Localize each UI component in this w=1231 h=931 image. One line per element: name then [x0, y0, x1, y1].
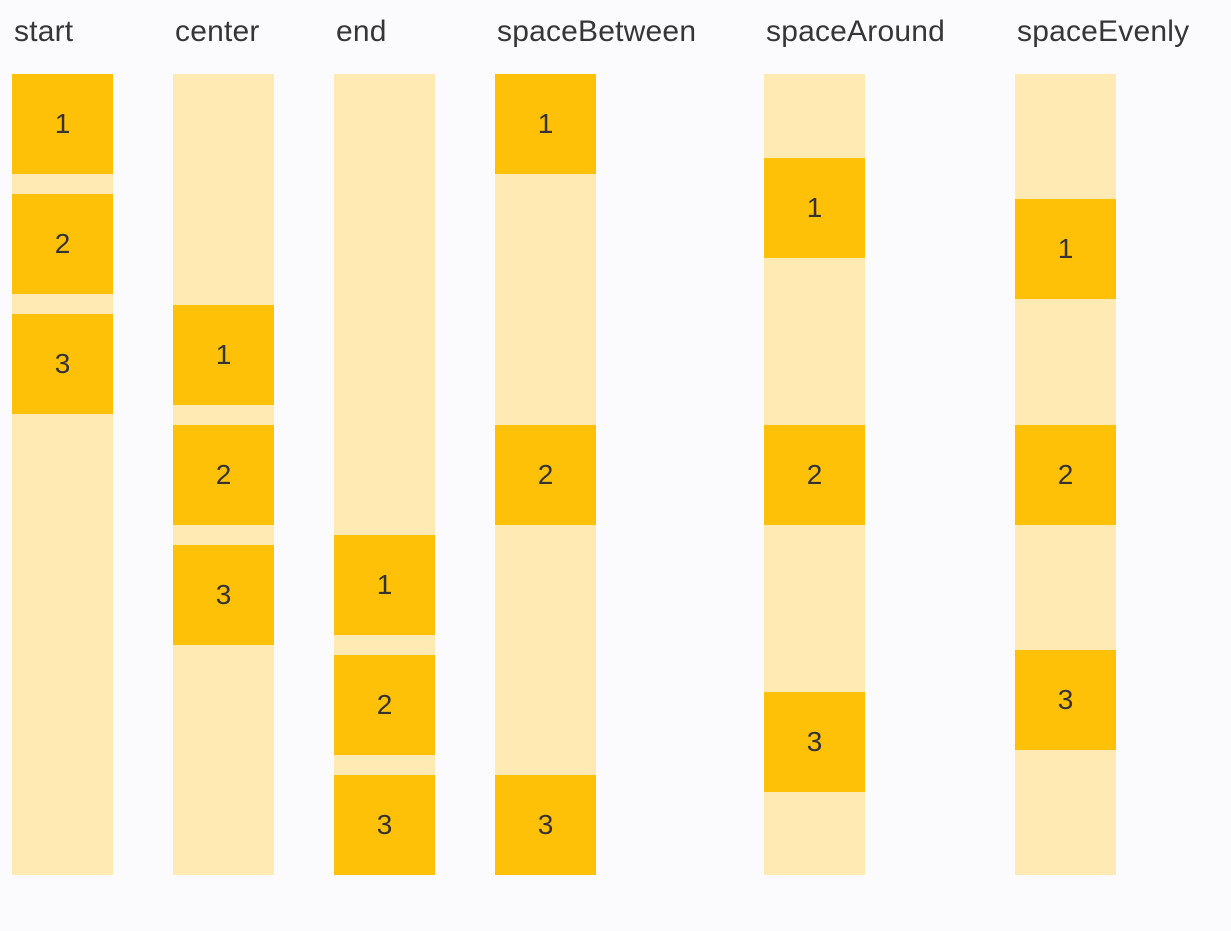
flex-item: 1 — [1015, 199, 1116, 300]
flex-item: 2 — [764, 424, 865, 525]
column-label-start: start — [14, 15, 74, 48]
justify-content-demo: start 1 2 3 center 1 2 3 end 1 2 3 space… — [12, 12, 1190, 875]
flex-item: 2 — [173, 424, 274, 525]
flex-item: 3 — [12, 314, 113, 414]
flex-track-end: 1 2 3 — [334, 74, 435, 875]
flex-item: 3 — [495, 775, 596, 875]
flex-item: 1 — [12, 74, 113, 174]
flex-track-space-between: 1 2 3 — [495, 74, 596, 875]
flex-item: 3 — [173, 544, 274, 645]
flex-track-center: 1 2 3 — [173, 74, 274, 875]
column-label-end: end — [336, 15, 387, 48]
column-group-space-evenly: spaceEvenly 1 2 3 — [1015, 12, 1190, 875]
flex-item: 2 — [12, 194, 113, 294]
flex-item: 1 — [334, 535, 435, 635]
flex-track-start: 1 2 3 — [12, 74, 113, 875]
column-label-center: center — [175, 15, 260, 48]
flex-item: 2 — [495, 424, 596, 525]
column-group-space-between: spaceBetween 1 2 3 — [495, 12, 704, 875]
column-group-start: start 1 2 3 — [12, 12, 113, 875]
flex-item: 1 — [495, 74, 596, 174]
flex-item: 3 — [764, 691, 865, 792]
flex-track-space-around: 1 2 3 — [764, 74, 865, 875]
column-label-space-evenly: spaceEvenly — [1017, 15, 1190, 48]
flex-item: 2 — [1015, 424, 1116, 525]
column-label-space-around: spaceAround — [766, 15, 945, 48]
flex-item: 3 — [1015, 649, 1116, 750]
flex-track-space-evenly: 1 2 3 — [1015, 74, 1116, 875]
flex-item: 1 — [764, 157, 865, 258]
flex-item: 3 — [334, 775, 435, 875]
flex-item: 1 — [173, 304, 274, 405]
column-label-space-between: spaceBetween — [497, 15, 697, 48]
column-group-center: center 1 2 3 — [173, 12, 274, 875]
flex-item: 2 — [334, 655, 435, 755]
column-group-end: end 1 2 3 — [334, 12, 435, 875]
column-group-space-around: spaceAround 1 2 3 — [764, 12, 955, 875]
